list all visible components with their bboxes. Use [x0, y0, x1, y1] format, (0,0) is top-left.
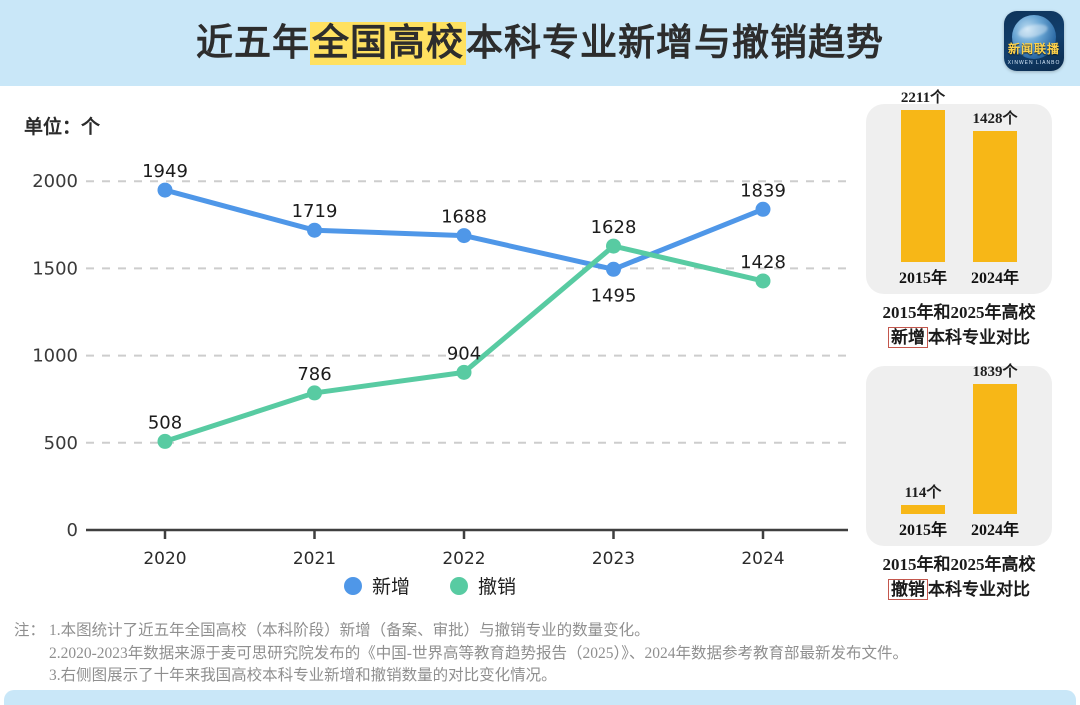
bar-2024-removed — [973, 384, 1017, 514]
title-highlight: 全国高校 — [310, 22, 466, 65]
legend-item-added: 新增 — [343, 572, 410, 599]
legend-label-removed: 撤销 — [478, 577, 517, 598]
bar-value-label: 1428个 — [972, 111, 1018, 127]
bottom-decoration-strip — [4, 690, 1076, 705]
svg-text:2021: 2021 — [293, 549, 336, 569]
title-prefix: 近五年 — [196, 23, 310, 64]
caption-removed: 2015年和2025年高校 撤销 本科专业对比 — [856, 552, 1062, 602]
logo-text-en: XINWEN LIANBO — [1007, 60, 1061, 66]
page-title: 近五年全国高校本科专业新增与撤销趋势 — [0, 0, 1080, 86]
legend-dot-removed — [450, 576, 468, 595]
caption-line2: 新增 本科专业对比 — [856, 325, 1062, 350]
bar-group-2015: 114个 2015年 — [899, 481, 947, 540]
caption-added: 2015年和2025年高校 新增 本科专业对比 — [856, 300, 1062, 350]
xinwen-lianbo-logo: 新闻联播 XINWEN LIANBO — [1004, 11, 1064, 71]
svg-text:2022: 2022 — [442, 549, 485, 569]
globe-icon — [1012, 15, 1056, 59]
bar-year-label: 2015年 — [898, 270, 947, 287]
svg-text:2023: 2023 — [592, 549, 635, 569]
svg-text:2000: 2000 — [32, 171, 78, 192]
svg-text:508: 508 — [148, 412, 182, 433]
bar-year-label: 2015年 — [898, 522, 947, 539]
legend-dot-added — [343, 576, 362, 595]
svg-text:1000: 1000 — [32, 346, 78, 367]
caption-rest: 本科专业对比 — [928, 328, 1030, 347]
svg-text:1949: 1949 — [142, 161, 188, 182]
svg-text:786: 786 — [297, 364, 331, 385]
footnote-lines: 1.本图统计了近五年全国高校（本科阶段）新增（备案、审批）与撤销专业的数量变化。… — [49, 620, 1070, 688]
footnote-line-3: 3.右侧图展示了十年来我国高校本科专业新增和撤销数量的对比变化情况。 — [49, 667, 557, 684]
bar-2015-added — [900, 110, 945, 262]
bar-year-label: 2024年 — [971, 270, 1020, 287]
footnote-prefix: 注： — [14, 622, 46, 639]
svg-text:1719: 1719 — [292, 201, 338, 222]
svg-text:500: 500 — [44, 433, 78, 454]
svg-text:1500: 1500 — [32, 258, 78, 279]
legend-item-removed: 撤销 — [450, 572, 516, 599]
svg-text:1628: 1628 — [591, 217, 637, 238]
svg-text:1839: 1839 — [740, 180, 786, 201]
caption-line1: 2015年和2025年高校 — [882, 555, 1036, 574]
caption-line1: 2015年和2025年高校 — [882, 303, 1036, 322]
caption-line2: 撤销 本科专业对比 — [856, 577, 1062, 602]
chart-legend: 新增 撤销 — [0, 572, 860, 599]
logo-text-cn: 新闻联播 — [1007, 42, 1060, 56]
bar-value-label: 114个 — [904, 485, 942, 501]
svg-text:2020: 2020 — [143, 549, 186, 569]
svg-text:1428: 1428 — [740, 252, 786, 273]
y-axis-unit-label: 单位：个 — [24, 117, 101, 138]
bar-2015-removed — [900, 505, 945, 514]
bar-value-label: 2211个 — [900, 90, 946, 106]
bar-group-2015: 2211个 2015年 — [899, 86, 947, 288]
bar-group-2024: 1428个 2024年 — [971, 107, 1019, 288]
title-suffix: 本科专业新增与撤销趋势 — [466, 23, 884, 64]
comparison-card-added: 2211个 2015年 1428个 2024年 — [866, 90, 1052, 294]
comparison-card-removed: 114个 2015年 1839个 2024年 — [866, 364, 1052, 546]
bars-row: 114个 2015年 1839个 2024年 — [866, 360, 1052, 540]
svg-text:1495: 1495 — [591, 285, 637, 306]
svg-text:1688: 1688 — [441, 207, 487, 228]
footnote-line-1: 1.本图统计了近五年全国高校（本科阶段）新增（备案、审批）与撤销专业的数量变化。 — [49, 622, 650, 639]
caption-boxed-word: 撤销 — [888, 579, 928, 600]
bar-2024-added — [973, 131, 1017, 262]
footnote-line-2: 2.2020-2023年数据来源于麦可思研究院发布的《中国-世界高等教育趋势报告… — [49, 644, 908, 662]
footnotes: 注： 1.本图统计了近五年全国高校（本科阶段）新增（备案、审批）与撤销专业的数量… — [14, 620, 1070, 688]
trend-line-chart: 0 500 1000 1500 2000 2020 2021 2022 2023 2024 1949… — [32, 161, 848, 569]
header-band: 近五年全国高校本科专业新增与撤销趋势 新闻联播 XINWEN LIANBO — [0, 0, 1080, 86]
svg-text:0: 0 — [67, 520, 78, 541]
bar-year-label: 2024年 — [971, 522, 1020, 539]
bars-row: 2211个 2015年 1428个 2024年 — [866, 86, 1052, 288]
svg-text:904: 904 — [447, 343, 481, 364]
caption-boxed-word: 新增 — [888, 327, 928, 348]
bar-group-2024: 1839个 2024年 — [971, 360, 1019, 540]
caption-rest: 本科专业对比 — [928, 580, 1030, 599]
legend-label-added: 新增 — [371, 577, 410, 598]
bar-value-label: 1839个 — [972, 364, 1018, 380]
svg-text:2024: 2024 — [741, 549, 784, 569]
